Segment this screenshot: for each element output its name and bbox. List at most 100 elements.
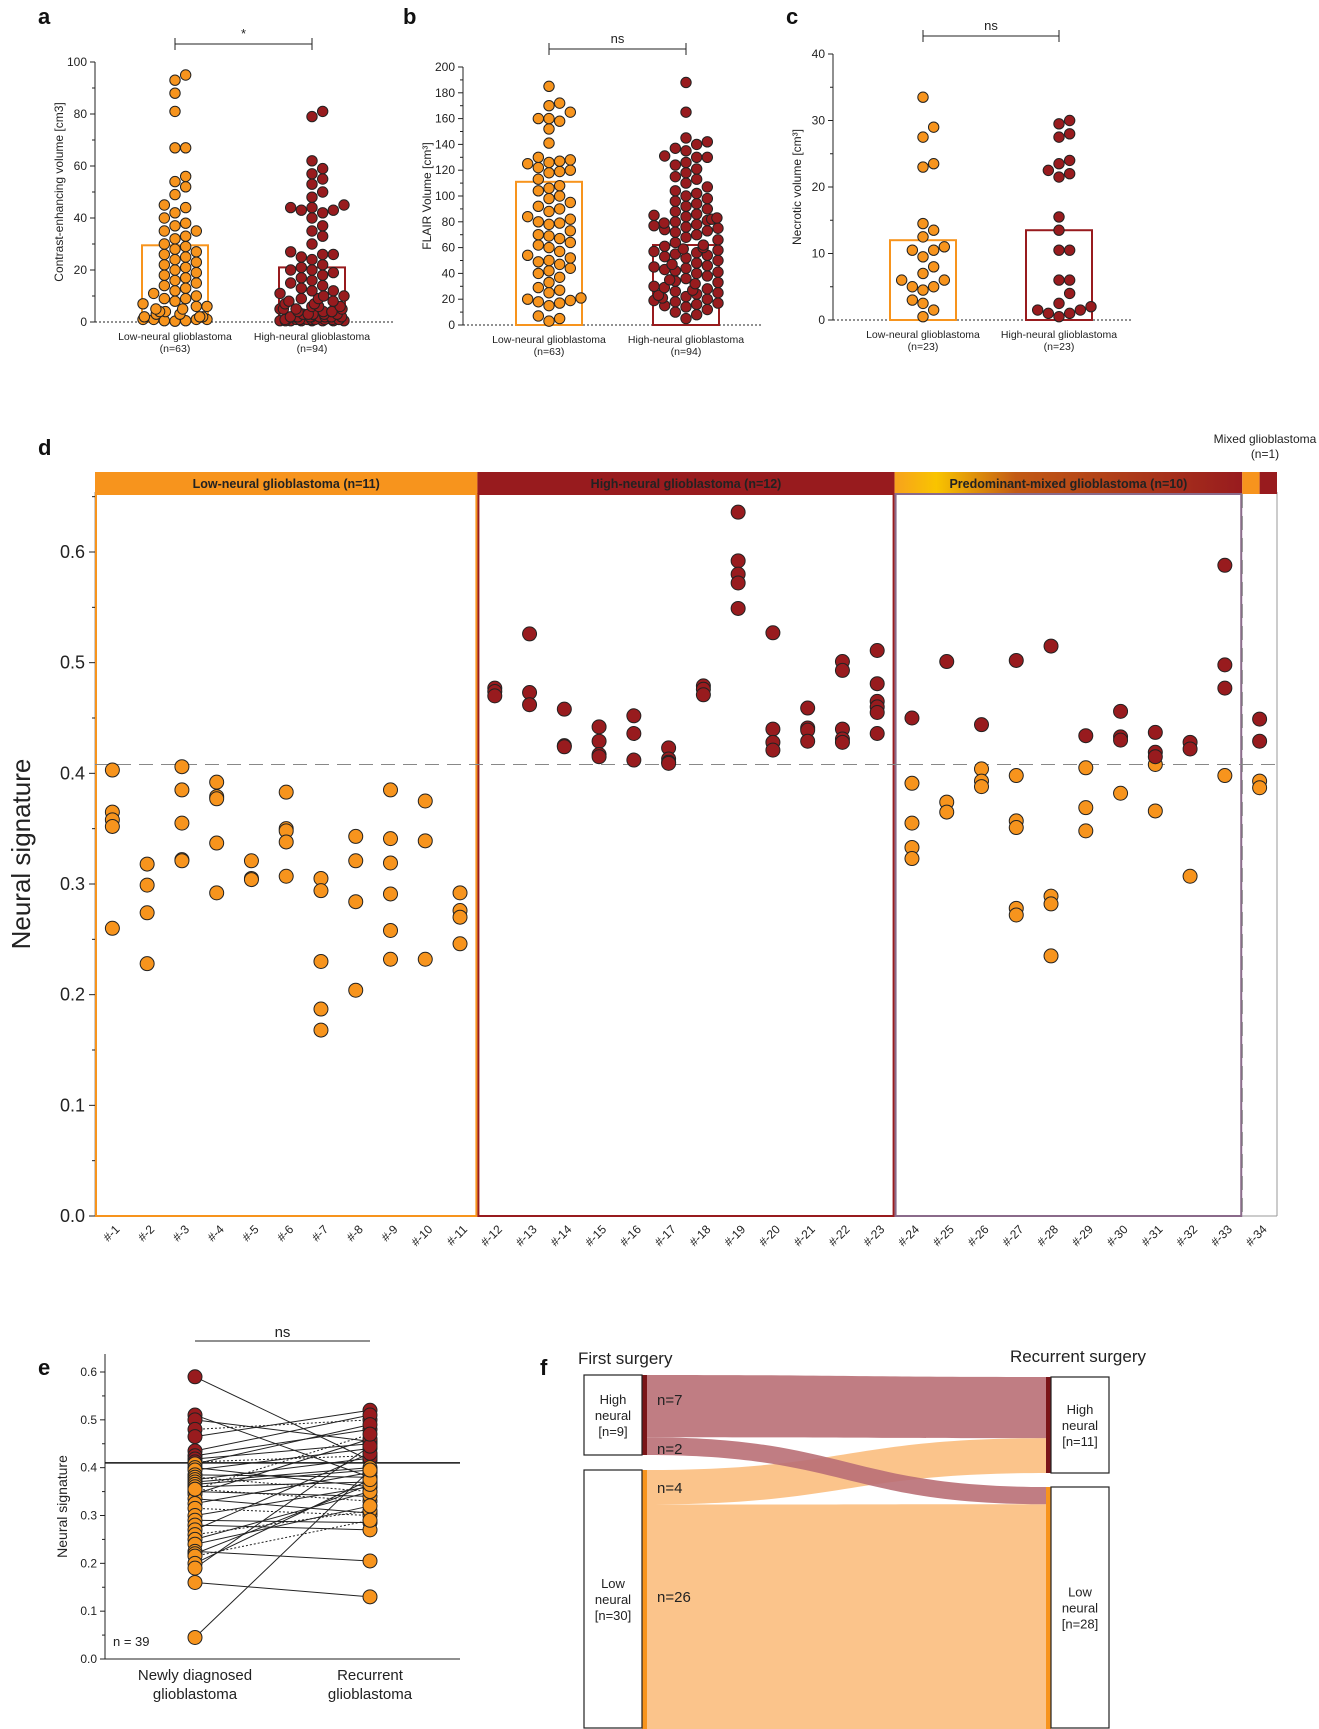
panel-label-c: c xyxy=(786,4,798,29)
data-point xyxy=(317,260,327,270)
data-point xyxy=(544,288,554,298)
data-point xyxy=(279,835,293,849)
data-point xyxy=(191,247,201,257)
data-point xyxy=(712,213,722,223)
data-point xyxy=(870,643,884,657)
x-category-label: High-neural glioblastoma xyxy=(254,331,370,343)
node-left-high xyxy=(642,1375,647,1455)
data-point xyxy=(544,316,554,326)
data-point xyxy=(1054,275,1064,285)
data-point xyxy=(363,1554,377,1568)
y-axis-label: Neural signature xyxy=(54,1455,70,1558)
data-point xyxy=(296,293,306,303)
data-point xyxy=(713,235,723,245)
right-low-label: neural xyxy=(1062,1601,1098,1616)
data-point xyxy=(191,226,201,236)
data-point xyxy=(662,756,676,770)
y-axis-label: Contrast-enhancing volume [cm3] xyxy=(52,102,66,281)
data-point xyxy=(918,162,928,172)
x-category-label: Newly diagnosed xyxy=(138,1667,252,1684)
x-tick-label: #-30 xyxy=(1104,1222,1131,1249)
data-point xyxy=(1183,742,1197,756)
data-point xyxy=(681,232,691,242)
x-tick-label: #-29 xyxy=(1069,1222,1096,1249)
data-point xyxy=(928,245,938,255)
data-point xyxy=(533,257,543,267)
x-tick-label: #-2 xyxy=(135,1222,157,1244)
data-point xyxy=(244,854,258,868)
data-point xyxy=(702,193,712,203)
data-point xyxy=(627,709,641,723)
data-point xyxy=(702,137,712,147)
data-point xyxy=(533,217,543,227)
data-point xyxy=(148,288,158,298)
data-point xyxy=(279,785,293,799)
data-point xyxy=(681,168,691,178)
data-point xyxy=(533,268,543,278)
data-point xyxy=(766,722,780,736)
significance-label: ns xyxy=(275,1324,291,1341)
data-point xyxy=(918,132,928,142)
data-point xyxy=(691,199,701,209)
data-point xyxy=(670,206,680,216)
x-tick-label: #-21 xyxy=(791,1222,818,1249)
data-point xyxy=(554,204,564,214)
y-axis-label: Neural signature xyxy=(6,759,36,950)
data-point xyxy=(307,179,317,189)
data-point xyxy=(453,886,467,900)
data-point xyxy=(627,726,641,740)
data-point xyxy=(314,1023,328,1037)
data-point xyxy=(384,887,398,901)
data-point xyxy=(175,783,189,797)
data-point xyxy=(170,75,180,85)
data-point xyxy=(1044,897,1058,911)
y-tick-label: 0 xyxy=(818,313,825,327)
data-point xyxy=(191,267,201,277)
x-category-label: Low-neural glioblastoma xyxy=(118,331,232,343)
data-point xyxy=(1054,159,1064,169)
mixed-n: (n=1) xyxy=(1251,447,1279,461)
data-point xyxy=(191,301,201,311)
group-frame xyxy=(478,494,893,1216)
data-point xyxy=(696,688,710,702)
y-tick-label: 0.3 xyxy=(60,874,85,894)
data-point xyxy=(170,88,180,98)
data-point xyxy=(544,113,554,123)
data-point xyxy=(159,213,169,223)
x-category-label: Low-neural glioblastoma xyxy=(866,329,980,341)
data-point xyxy=(1009,653,1023,667)
data-point xyxy=(544,300,554,310)
left-low-label: neural xyxy=(595,1592,631,1607)
data-point xyxy=(544,138,554,148)
data-point xyxy=(384,923,398,937)
pair-line xyxy=(195,1582,370,1596)
y-tick-label: 40 xyxy=(812,47,826,61)
data-point xyxy=(670,307,680,317)
data-point xyxy=(713,288,723,298)
data-point xyxy=(1114,733,1128,747)
data-point xyxy=(384,952,398,966)
data-point xyxy=(670,227,680,237)
data-point xyxy=(1064,275,1074,285)
data-point xyxy=(928,122,938,132)
data-point xyxy=(328,267,338,277)
data-point xyxy=(905,711,919,725)
y-tick-label: 20 xyxy=(812,180,826,194)
x-tick-label: #-13 xyxy=(513,1222,540,1249)
data-point xyxy=(533,186,543,196)
panel-label-f: f xyxy=(540,1355,548,1380)
data-point xyxy=(691,268,701,278)
data-point xyxy=(363,1463,377,1477)
y-tick-label: 0.5 xyxy=(60,653,85,673)
data-point xyxy=(307,169,317,179)
data-point xyxy=(905,776,919,790)
left-high-label: neural xyxy=(595,1408,631,1423)
data-point xyxy=(317,249,327,259)
data-point xyxy=(544,193,554,203)
data-point xyxy=(702,152,712,162)
data-point xyxy=(544,242,554,252)
y-tick-label: 80 xyxy=(442,215,456,229)
data-point xyxy=(713,277,723,287)
data-point xyxy=(307,226,317,236)
data-point xyxy=(918,218,928,228)
